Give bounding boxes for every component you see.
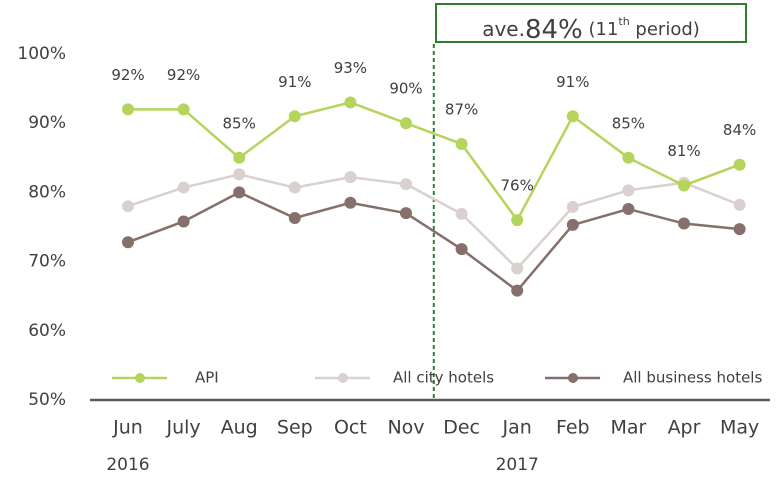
data-label: 76% [501, 177, 534, 195]
point [566, 200, 579, 213]
point [400, 207, 412, 220]
x-tick-label: May [720, 417, 759, 439]
series-line [127, 191, 740, 293]
legend-label: API [195, 369, 219, 387]
point [122, 236, 134, 249]
y-tick-label: 50% [28, 390, 66, 410]
point [733, 198, 746, 211]
point [344, 96, 357, 109]
point [566, 218, 579, 231]
point [733, 158, 746, 171]
y-tick-label: 60% [28, 321, 66, 341]
data-label: 84% [723, 121, 756, 139]
point [122, 103, 134, 116]
annotation-part: period) [630, 19, 700, 40]
point [177, 215, 190, 228]
data-label: 91% [278, 73, 311, 91]
point [622, 184, 635, 197]
point [678, 179, 690, 192]
data-label: 92% [111, 66, 144, 84]
x-tick-label: Jun [112, 417, 143, 439]
point [177, 181, 190, 194]
point [455, 137, 468, 150]
series-line [127, 173, 741, 271]
point [455, 207, 468, 220]
point [511, 214, 524, 227]
data-label: 91% [556, 73, 589, 91]
point [288, 181, 301, 194]
point [400, 117, 412, 130]
point [400, 178, 412, 191]
data-label: 85% [223, 114, 256, 132]
data-label: 90% [389, 80, 422, 98]
annotation-box [435, 3, 747, 43]
point [622, 151, 635, 164]
series-line [128, 101, 741, 223]
point [678, 217, 690, 230]
point [233, 186, 246, 199]
point [233, 168, 246, 181]
x-tick-label: Apr [668, 417, 701, 439]
data-label: 92% [167, 66, 200, 84]
point [233, 151, 246, 164]
point [511, 262, 524, 275]
legend-marker [135, 373, 145, 383]
point [344, 171, 357, 184]
point [455, 243, 468, 256]
point [288, 110, 301, 123]
year-label: 2016 [106, 455, 149, 475]
point [566, 110, 579, 123]
legend-label: All city hotels [393, 369, 494, 387]
annotation-text: ave.84% (11th period) [482, 15, 700, 45]
annotation-part: (11 [583, 19, 619, 40]
y-tick-label: 100% [17, 44, 66, 64]
legend-label: All business hotels [623, 369, 762, 387]
point [511, 284, 524, 297]
x-tick-label: Oct [334, 417, 367, 439]
y-tick-label: 70% [28, 252, 66, 272]
data-label: 87% [445, 100, 478, 118]
legend-marker [338, 373, 348, 383]
y-tick-label: 80% [28, 182, 66, 202]
x-tick-label: Nov [387, 417, 424, 439]
x-tick-label: July [166, 417, 201, 439]
legend-marker [568, 373, 578, 383]
data-label: 81% [667, 142, 700, 160]
point [622, 203, 635, 216]
point [122, 200, 134, 213]
annotation: ave.84% (11th period) [435, 3, 747, 45]
point [344, 196, 357, 209]
x-tick-label: Dec [443, 417, 480, 439]
x-tick-label: Mar [610, 417, 646, 439]
point [288, 212, 301, 225]
x-tick-label: Jan [502, 417, 532, 439]
annotation-part: 84% [525, 15, 583, 45]
data-label: 85% [612, 114, 645, 132]
year-label: 2017 [496, 455, 539, 475]
point [177, 103, 190, 116]
point [733, 223, 746, 236]
x-tick-label: Sep [277, 417, 313, 439]
x-tick-label: Aug [221, 417, 258, 439]
x-tick-label: Feb [556, 417, 590, 439]
y-tick-label: 90% [28, 113, 66, 133]
annotation-part: ave. [482, 17, 525, 41]
data-label: 93% [334, 59, 367, 77]
annotation-part: th [618, 15, 629, 28]
